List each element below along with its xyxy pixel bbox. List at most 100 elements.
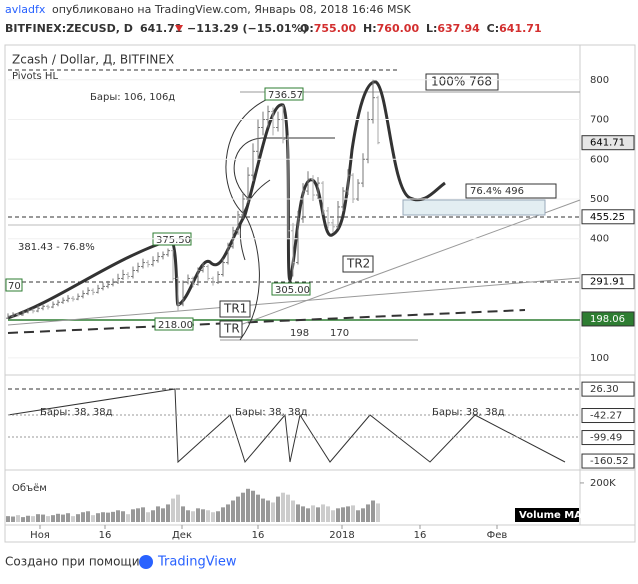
volume-bar <box>181 506 185 522</box>
volume-legend: Volume MA <box>519 510 582 521</box>
annotation: Бары: 106, 106д <box>90 92 175 103</box>
fib-box <box>402 199 546 216</box>
volume-bar <box>146 512 150 522</box>
annotation: 198 <box>290 328 309 339</box>
volume-bar <box>321 504 325 522</box>
down-arrow <box>175 25 183 32</box>
dashed-trend <box>7 309 526 334</box>
chart-subtitle: Pivots HL <box>12 71 58 82</box>
volume-bar <box>41 514 45 522</box>
osc-tick-label: -99.49 <box>590 433 622 444</box>
annotation: 305.00 <box>275 285 310 296</box>
osc-tick-label: -42.27 <box>590 411 622 422</box>
annotation: 76.4% 496 <box>470 186 524 197</box>
volume-bar <box>316 507 320 522</box>
symbol: BITFINEX:ZECUSD, D <box>5 22 133 35</box>
volume-bar <box>156 506 160 522</box>
annotation: Бары: 38, 38д <box>40 407 113 418</box>
volume-bar <box>121 511 125 522</box>
publisher[interactable]: avladfx <box>5 3 46 16</box>
volume-bar <box>51 515 55 522</box>
last: 641.71 <box>140 22 182 35</box>
volume-bar <box>161 508 165 522</box>
annotation: Бары: 38, 38д <box>235 407 308 418</box>
annotation: 375.50 <box>156 235 191 246</box>
annotation: 736.57 <box>268 90 303 101</box>
osc-tick-label: -160.52 <box>590 456 629 467</box>
volume-bar <box>291 500 295 522</box>
volume-bar <box>196 508 200 522</box>
volume-bar <box>366 504 370 522</box>
volume-bar <box>286 494 290 522</box>
annotation: 70 <box>8 281 21 292</box>
c-label: C: <box>487 22 499 35</box>
volume-bar <box>131 509 135 522</box>
volume-title: Объём <box>12 483 47 494</box>
o-value: 755.00 <box>314 22 357 35</box>
volume-bar <box>356 510 360 522</box>
volume-bar <box>21 517 25 522</box>
volume-bar <box>206 510 210 522</box>
volume-bar <box>271 502 275 522</box>
annotation: 100% 768 <box>431 75 492 89</box>
volume-bar <box>361 508 365 522</box>
chart-frame <box>4 44 636 543</box>
annotation: 170 <box>330 328 349 339</box>
volume-bar <box>226 504 230 522</box>
volume-bar <box>36 514 40 522</box>
annotation: Бары: 38, 38д <box>432 407 505 418</box>
y-tick-label: 500 <box>590 194 609 205</box>
volume-bar <box>6 516 10 522</box>
tr-line <box>7 277 581 326</box>
volume-bar <box>126 514 130 522</box>
tr2-line <box>239 199 581 326</box>
volume-bar <box>46 516 50 522</box>
ohlc-header: O:755.00 H:760.00 L:637.94 C:641.71 <box>300 22 542 35</box>
volume-bar <box>166 504 170 522</box>
volume-bar <box>71 516 75 522</box>
osc-marker <box>581 381 635 397</box>
label-box <box>219 300 251 318</box>
volume-bar <box>11 516 15 522</box>
l-value: 637.94 <box>437 22 480 35</box>
volume-bar <box>201 509 205 522</box>
volume-bar <box>76 514 80 522</box>
volume-bar <box>281 492 285 522</box>
volume-bar <box>151 510 155 522</box>
volume-bar <box>346 506 350 522</box>
osc-marker <box>581 408 635 424</box>
zigzag <box>7 388 566 464</box>
osc-marker <box>581 453 635 469</box>
volume-bar <box>336 508 340 522</box>
footer-text: Создано при помощи <box>5 555 140 569</box>
volume-bar <box>241 492 245 522</box>
volume-bar <box>186 510 190 522</box>
price-marker-label: 198.06 <box>590 314 625 325</box>
volume-bar <box>376 503 380 522</box>
y-tick-label: 700 <box>590 115 609 126</box>
annotation: TR1 <box>223 302 247 316</box>
label-box <box>465 183 557 199</box>
label-box <box>5 278 23 292</box>
volume-bar <box>236 496 240 522</box>
volume-bar <box>246 488 250 522</box>
volume-bar <box>176 494 180 522</box>
x-tick-label: 2018 <box>329 530 354 541</box>
price-marker-label: 291.91 <box>590 277 625 288</box>
chart-title: Zcash / Dollar, Д, BITFINEX <box>12 53 174 67</box>
volume-bar <box>86 511 90 522</box>
price-marker <box>581 135 635 151</box>
volume-bar <box>136 508 140 522</box>
volume-bar <box>301 506 305 522</box>
footer-brand[interactable]: TradingView <box>157 555 237 570</box>
x-tick-label: Фев <box>487 530 508 541</box>
volume-bar <box>191 511 195 522</box>
y-tick-label: 100 <box>590 353 609 364</box>
price-marker-label: 455.25 <box>590 212 625 223</box>
y-tick-label: 800 <box>590 75 609 86</box>
volume-bar <box>216 511 220 522</box>
label-box <box>219 320 243 338</box>
volume-bar <box>106 512 110 522</box>
drawings <box>7 69 581 464</box>
